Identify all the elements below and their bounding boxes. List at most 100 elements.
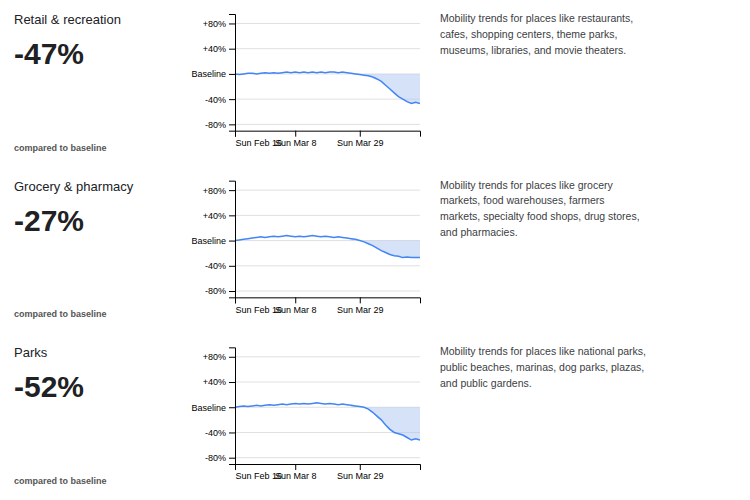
panel: Retail & recreation-47%compared to basel… — [14, 12, 633, 153]
y-axis-line — [229, 181, 236, 298]
y-tick-mark — [229, 458, 235, 459]
x-tick-mark — [360, 131, 361, 137]
x-axis: Sun Feb 16Sun Mar 8Sun Mar 29 — [236, 297, 421, 314]
y-tick-mark — [229, 357, 235, 358]
y-tick-mark — [229, 241, 235, 242]
description-line: Mobility trends for places like grocery — [440, 179, 613, 191]
y-tick-label: -80% — [205, 286, 226, 296]
grid — [235, 357, 420, 458]
y-axis: -80% -40% Baseline +40% +80% — [191, 15, 235, 132]
description: Mobility trends for places like national… — [440, 345, 646, 389]
area — [351, 405, 420, 440]
marks — [235, 236, 420, 258]
x-tick-mark — [295, 297, 296, 303]
baseline-note: compared to baseline — [14, 143, 107, 153]
y-tick-label: -40% — [205, 428, 226, 438]
description-line: public beaches, marinas, dog parks, plaz… — [440, 361, 644, 373]
panel-title: Grocery & pharmacy — [14, 179, 134, 194]
description: Mobility trends for places like restaura… — [440, 12, 633, 56]
y-tick: Baseline — [191, 236, 235, 246]
y-tick-label: -80% — [205, 453, 226, 463]
x-tick-mark — [360, 297, 361, 303]
y-tick: Baseline — [191, 69, 235, 79]
y-tick-mark — [229, 23, 235, 24]
description-line: Mobility trends for places like national… — [440, 345, 646, 357]
grid-line — [235, 432, 420, 433]
grid-line — [235, 99, 420, 100]
y-tick-label: Baseline — [191, 69, 226, 79]
panel-title: Parks — [14, 345, 48, 360]
y-tick: +80% — [203, 186, 235, 196]
y-tick: -40% — [205, 261, 235, 271]
grid-line — [235, 190, 420, 191]
y-tick-label: +80% — [203, 186, 226, 196]
x-axis-line — [236, 298, 421, 304]
description-line: cafes, shopping centers, theme parks, — [440, 28, 617, 40]
description-line: museums, libraries, and movie theaters. — [440, 44, 626, 56]
x-tick: Sun Mar 8 — [275, 297, 317, 314]
description-line: Mobility trends for places like restaura… — [440, 12, 633, 24]
x-tick: Sun Mar 8 — [275, 464, 317, 481]
y-tick-mark — [229, 266, 235, 267]
x-tick-mark — [360, 464, 361, 470]
line — [235, 72, 420, 104]
x-tick: Sun Mar 29 — [337, 131, 384, 148]
y-axis-line — [229, 348, 236, 465]
x-tick-mark — [295, 464, 296, 470]
description-line: markets, specialty food shops, drug stor… — [440, 210, 640, 222]
grid-line — [235, 265, 420, 266]
panel: Grocery & pharmacy-27%compared to baseli… — [14, 179, 640, 320]
y-tick-mark — [229, 382, 235, 383]
panel: Parks-52%compared to baselineMobility tr… — [14, 345, 646, 486]
y-tick-mark — [229, 49, 235, 50]
chart-root: Retail & recreation-47%compared to basel… — [0, 0, 750, 500]
x-tick-label: Sun Mar 8 — [275, 305, 317, 315]
x-tick-mark — [235, 297, 236, 303]
y-tick-mark — [229, 291, 235, 292]
y-tick-label: -40% — [205, 95, 226, 105]
y-tick-label: +40% — [203, 377, 226, 387]
marks — [235, 403, 420, 440]
x-tick-label: Sun Mar 8 — [275, 138, 317, 148]
line — [235, 403, 420, 440]
y-tick-label: +40% — [203, 44, 226, 54]
grid-line — [235, 382, 420, 383]
y-tick: +80% — [203, 19, 235, 29]
x-axis-line — [236, 131, 421, 137]
grid-line — [235, 457, 420, 458]
x-axis: Sun Feb 16Sun Mar 8Sun Mar 29 — [236, 464, 421, 481]
plot: -80%-40%Baseline+40%+80%Sun Feb 16Sun Ma… — [191, 181, 420, 315]
plot: -80%-40%Baseline+40%+80%Sun Feb 16Sun Ma… — [191, 348, 420, 482]
baseline-note: compared to baseline — [14, 309, 107, 319]
baseline-note: compared to baseline — [14, 476, 107, 486]
y-tick-mark — [229, 407, 235, 408]
panel-title: Retail & recreation — [14, 12, 121, 27]
x-tick: Sun Mar 8 — [275, 131, 317, 148]
y-tick-mark — [229, 99, 235, 100]
y-tick: +40% — [203, 211, 235, 221]
description-line: and public gardens. — [440, 377, 532, 389]
y-tick-mark — [229, 432, 235, 433]
y-tick-label: +80% — [203, 19, 226, 29]
y-tick: -40% — [205, 95, 235, 105]
y-tick-mark — [229, 74, 235, 75]
x-tick: Sun Mar 29 — [337, 297, 384, 314]
y-tick-label: +80% — [203, 352, 226, 362]
description: Mobility trends for places like grocery m… — [440, 179, 640, 238]
plot: -80%-40%Baseline+40%+80%Sun Feb 16Sun Ma… — [191, 15, 420, 149]
x-tick-mark — [235, 464, 236, 470]
x-axis-line — [236, 465, 421, 471]
x-tick-label: Sun Mar 29 — [337, 138, 384, 148]
y-axis: -80% -40% Baseline +40% +80% — [191, 181, 235, 298]
x-tick-mark — [295, 131, 296, 137]
y-tick-label: Baseline — [191, 236, 226, 246]
grid — [235, 23, 420, 124]
grid-line — [235, 215, 420, 216]
y-tick: +80% — [203, 352, 235, 362]
x-tick-label: Sun Mar 29 — [337, 305, 384, 315]
y-tick-mark — [229, 215, 235, 216]
y-tick: -80% — [205, 120, 235, 130]
y-tick: -80% — [205, 286, 235, 296]
y-tick: -40% — [205, 428, 235, 438]
x-axis: Sun Feb 16Sun Mar 8Sun Mar 29 — [236, 131, 421, 148]
